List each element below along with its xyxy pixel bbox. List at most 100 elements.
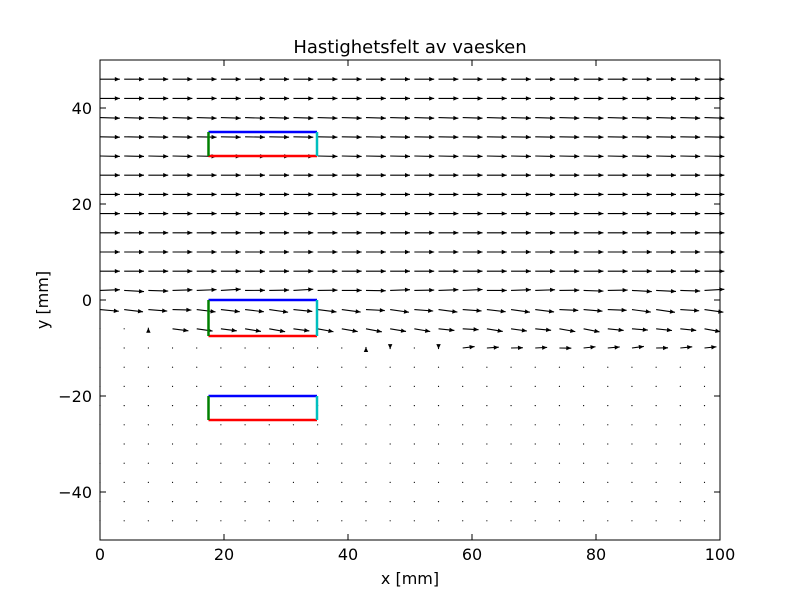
vector-arrow <box>365 134 386 140</box>
vector-dot <box>365 501 367 503</box>
vector-dot <box>607 366 609 368</box>
vector-arrow <box>293 134 314 140</box>
vector-dot <box>583 424 585 426</box>
vector-arrow <box>293 249 314 255</box>
vector-arrow <box>462 192 483 197</box>
vector-dot <box>292 501 295 503</box>
vector-dot <box>292 405 295 407</box>
vector-dot <box>558 424 561 426</box>
vector-dot <box>437 443 440 445</box>
vector-arrow <box>172 249 193 255</box>
vector-dot <box>631 405 633 407</box>
vector-arrow <box>148 134 169 140</box>
vector-dot <box>244 366 246 368</box>
vector-arrow <box>414 96 435 101</box>
vector-arrow <box>414 230 435 235</box>
vector-arrow <box>390 269 410 274</box>
vector-dot <box>413 481 415 483</box>
vector-dot <box>583 501 585 503</box>
vector-arrow <box>583 154 604 159</box>
vector-arrow <box>486 328 503 333</box>
vector-arrow <box>172 230 193 235</box>
vector-arrow <box>293 192 314 197</box>
vector-dot <box>244 501 246 503</box>
vector-arrow <box>124 96 145 101</box>
x-axis-label: x [mm] <box>381 569 439 588</box>
vector-arrow <box>535 173 556 178</box>
vector-dot <box>196 520 198 522</box>
vector-arrow <box>559 115 580 121</box>
vector-dot <box>679 443 681 445</box>
vector-dot <box>534 462 536 464</box>
vector-dot <box>679 520 681 522</box>
vector-arrow <box>390 173 410 178</box>
vector-arrow <box>172 115 193 121</box>
vector-arrow <box>390 328 407 333</box>
vector-dot <box>341 385 343 387</box>
vector-arrow <box>293 230 314 235</box>
vector-arrow <box>656 327 673 333</box>
vector-arrow <box>438 327 455 333</box>
vector-arrow <box>269 134 290 140</box>
vector-arrow <box>269 287 290 293</box>
vector-arrow <box>414 211 435 216</box>
vector-arrow <box>293 211 314 216</box>
vector-arrow <box>172 327 189 333</box>
vector-arrow <box>317 77 338 82</box>
vector-arrow <box>607 345 620 350</box>
vector-arrow <box>607 307 627 313</box>
vector-dot <box>196 385 198 387</box>
vector-dot <box>534 481 536 483</box>
vector-arrow <box>196 77 217 82</box>
vector-dot <box>510 481 512 483</box>
vector-arrow <box>245 96 265 101</box>
vector-arrow <box>365 288 386 293</box>
vector-arrow <box>172 96 193 101</box>
vector-arrow <box>365 173 386 178</box>
vector-arrow <box>148 173 169 178</box>
vector-arrow <box>559 328 576 333</box>
vector-dot <box>583 366 585 368</box>
vector-arrow <box>559 345 572 351</box>
vector-arrow <box>680 230 701 235</box>
vector-arrow <box>196 211 217 216</box>
vector-dot <box>123 443 125 445</box>
vector-arrow <box>269 309 289 314</box>
vector-arrow <box>245 211 265 216</box>
vector-dot <box>196 424 198 426</box>
vector-arrow <box>607 173 628 178</box>
vector-dot <box>534 385 536 387</box>
vector-arrow <box>172 77 193 82</box>
vector-arrow <box>172 307 192 313</box>
vector-arrow <box>148 269 169 274</box>
vector-arrow <box>196 173 217 178</box>
vector-dot <box>655 501 657 503</box>
vector-dot <box>220 424 222 426</box>
vector-arrow <box>656 96 676 101</box>
vector-arrow <box>341 115 362 121</box>
vector-arrow <box>317 328 334 333</box>
vector-dot <box>703 424 706 426</box>
vector-arrow <box>172 269 193 274</box>
vector-arrow <box>341 96 362 101</box>
vector-arrow <box>269 96 290 101</box>
vector-arrow <box>341 154 362 159</box>
vector-dot <box>655 385 657 387</box>
region-rectangle <box>207 298 319 338</box>
vector-dot <box>268 405 270 407</box>
vector-dot <box>558 405 561 407</box>
vector-arrow <box>293 115 314 121</box>
vector-arrow <box>317 192 338 197</box>
vector-arrow <box>220 269 241 274</box>
vector-dot <box>607 424 609 426</box>
vector-dot <box>534 501 536 503</box>
vector-arrow <box>535 269 556 274</box>
vector-arrow <box>341 134 362 140</box>
vector-arrow <box>462 308 482 313</box>
vector-arrow <box>631 211 652 216</box>
vector-arrow <box>704 115 725 121</box>
vector-dot <box>317 520 319 522</box>
vector-arrow <box>607 249 628 255</box>
vector-dot <box>413 501 415 503</box>
vector-arrow <box>704 249 725 255</box>
